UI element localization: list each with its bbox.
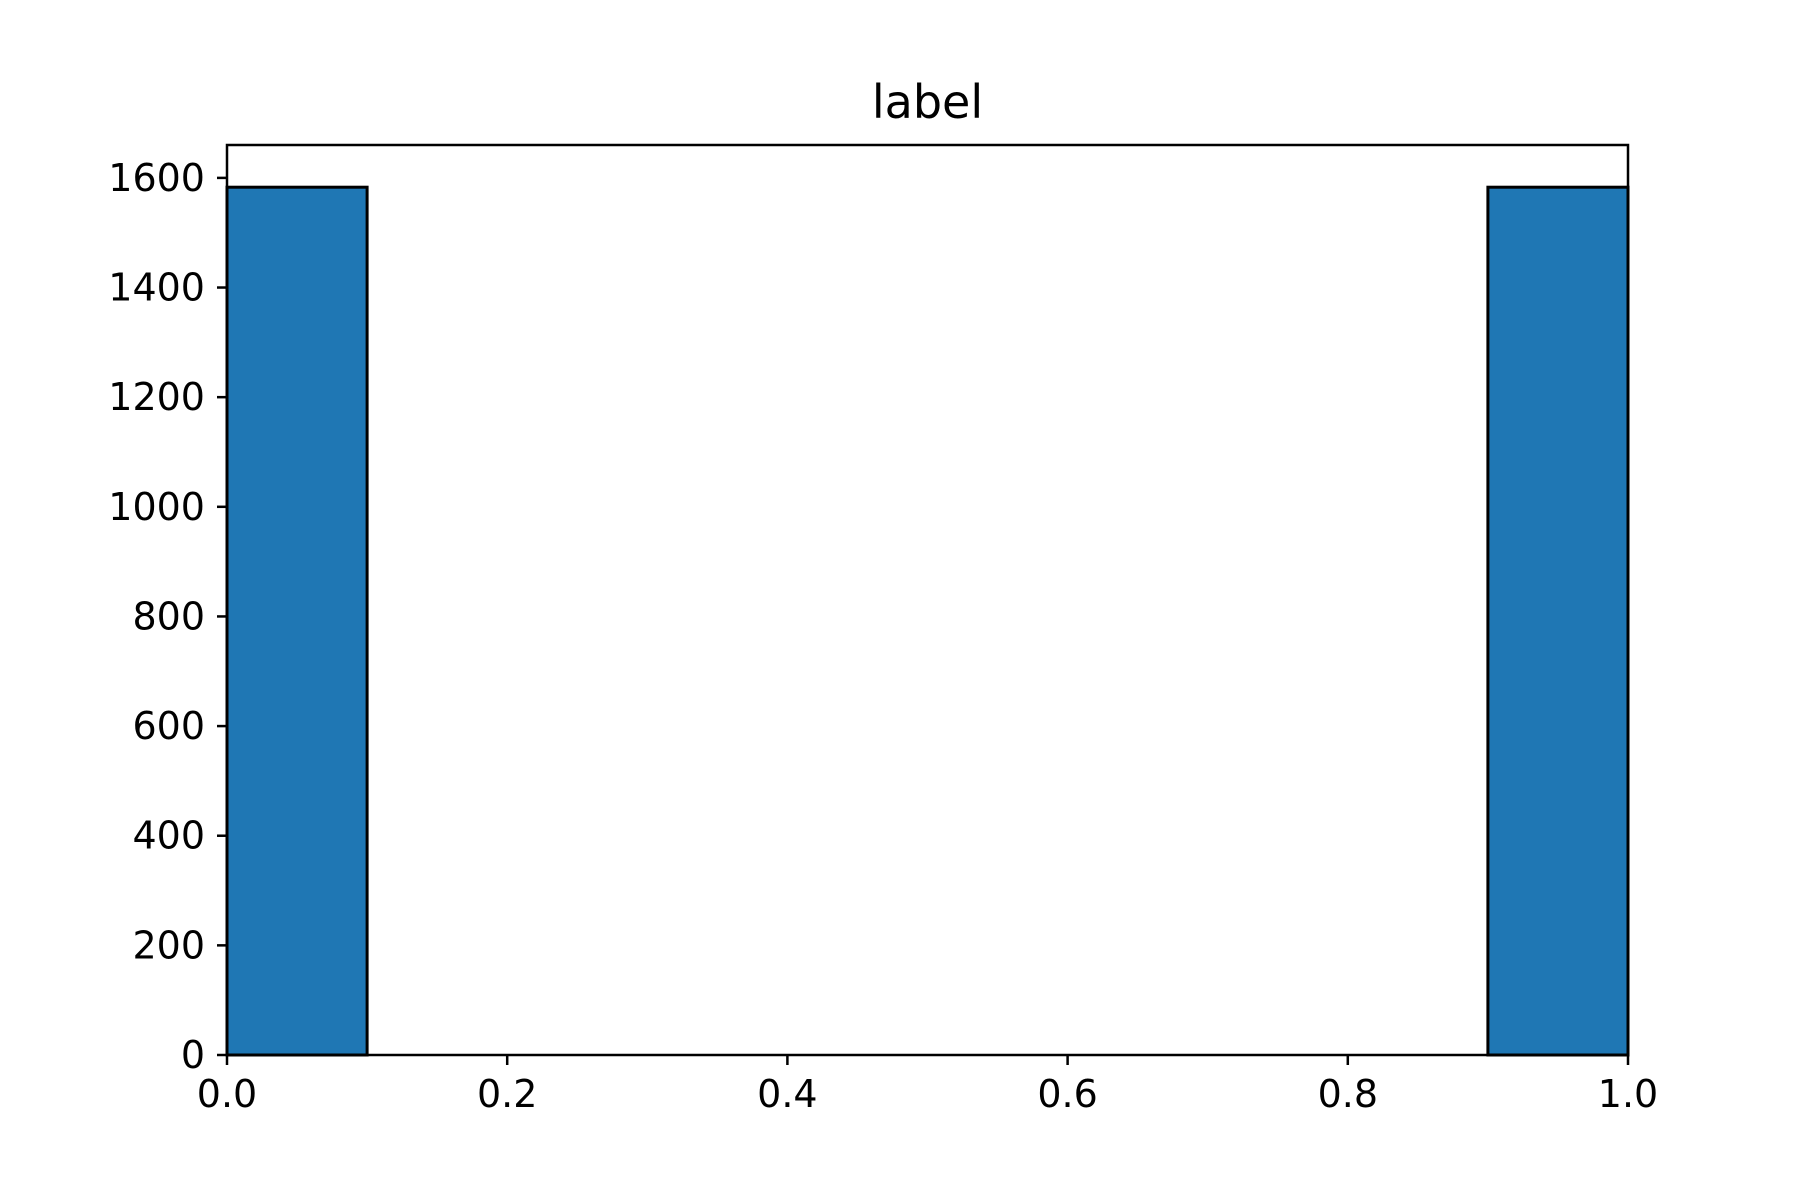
y-tick-label-4: 800 <box>132 594 205 638</box>
histogram-bar-0 <box>225 185 369 1057</box>
bars-layer <box>225 185 1630 1057</box>
histogram-bar-9 <box>1486 185 1630 1057</box>
y-tick-label-2: 400 <box>132 814 205 858</box>
x-tick-label-0: 0.0 <box>197 1072 257 1116</box>
chart-title: label <box>872 75 983 129</box>
x-tick-label-5: 1.0 <box>1598 1072 1658 1116</box>
x-tick-label-4: 0.8 <box>1318 1072 1378 1116</box>
x-tick-label-3: 0.6 <box>1037 1072 1097 1116</box>
x-tick-label-2: 0.4 <box>757 1072 817 1116</box>
plot-frame <box>225 143 1630 1057</box>
y-tick-label-7: 1400 <box>108 266 205 310</box>
y-tick-label-6: 1200 <box>108 375 205 419</box>
y-tick-label-0: 0 <box>181 1033 205 1077</box>
ticks-layer: 0.0 0.2 0.4 0.6 0.8 1.0 0 200 400 600 800 1000 1200 1… <box>108 156 1658 1116</box>
y-tick-label-1: 200 <box>132 923 205 967</box>
y-tick-label-5: 1000 <box>108 485 205 529</box>
y-tick-label-8: 1600 <box>108 156 205 200</box>
y-tick-label-3: 600 <box>132 704 205 748</box>
x-tick-label-1: 0.2 <box>477 1072 537 1116</box>
